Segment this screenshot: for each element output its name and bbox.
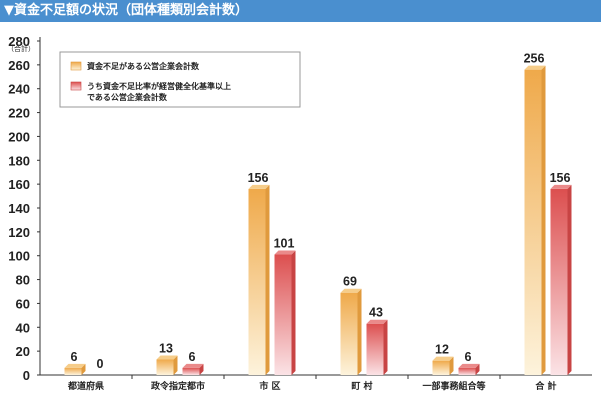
y-tick-label: 180: [8, 153, 30, 168]
x-tick-label: 一部事務組合等: [422, 380, 485, 392]
bar-front: [156, 359, 174, 375]
y-tick-label: 240: [8, 82, 30, 97]
y-tick-label: 160: [8, 177, 30, 192]
bar: [458, 363, 480, 375]
bar-side: [81, 363, 86, 375]
x-tick-label: 政令指定都市: [151, 380, 205, 392]
data-label: 6: [465, 350, 472, 364]
bar-side: [541, 65, 546, 375]
bar: [64, 363, 86, 375]
y-tick-label: 200: [8, 129, 30, 144]
bar-side: [567, 184, 572, 375]
data-label: 256: [524, 52, 545, 66]
bar-top: [248, 184, 270, 189]
bar-top: [366, 319, 388, 324]
y-tick-label: 260: [8, 58, 30, 73]
bar-side: [265, 184, 270, 375]
legend-swatch: [70, 61, 82, 71]
legend-label: である公営企業会計数: [87, 92, 168, 102]
data-label: 156: [550, 171, 571, 185]
legend-swatch: [70, 81, 82, 91]
bar-front: [366, 323, 384, 375]
y-tick-label: 220: [8, 106, 30, 121]
y-tick-label: 100: [8, 249, 30, 264]
y-tick-label: 40: [16, 320, 30, 335]
bar-top: [182, 363, 204, 368]
bar-top: [340, 288, 362, 293]
data-label: 43: [369, 306, 383, 320]
bar-top: [64, 363, 86, 368]
bar-top: [274, 250, 296, 255]
bar: [182, 363, 204, 375]
x-tick-label: 合 計: [535, 380, 556, 392]
bar: [366, 319, 388, 375]
bar-side: [199, 363, 204, 375]
bar: [274, 250, 296, 375]
y-tick-label: 140: [8, 201, 30, 216]
bar-front: [182, 367, 200, 375]
bar: [340, 288, 362, 375]
bar-front: [458, 367, 476, 375]
data-label: 156: [248, 171, 269, 185]
y-tick-label: 120: [8, 225, 30, 240]
bar-top: [432, 356, 454, 361]
title-bar: ▼資金不足額の状況（団体種類別会計数）: [0, 0, 601, 22]
bar-side: [291, 250, 296, 375]
data-label: 69: [343, 275, 357, 289]
bar-top: [550, 184, 572, 189]
x-tick-label: 都道府県: [67, 380, 104, 392]
y-tick-label: 80: [16, 273, 30, 288]
data-label: 13: [159, 341, 173, 355]
data-label: 6: [71, 350, 78, 364]
legend-label: うち資金不足比率が経営健全化基準以上: [87, 81, 231, 91]
bar: [248, 184, 270, 375]
bar: [432, 356, 454, 375]
bar-top: [524, 65, 546, 70]
bar-side: [173, 355, 178, 375]
bar-side: [475, 363, 480, 375]
data-label: 6: [189, 350, 196, 364]
bar-side: [357, 288, 362, 375]
bar-front: [432, 360, 450, 375]
bar-top: [156, 355, 178, 360]
data-label: 12: [435, 343, 449, 357]
bar: [550, 184, 572, 375]
chart-title: ▼資金不足額の状況（団体種類別会計数）: [4, 3, 248, 18]
data-label: 0: [97, 357, 104, 371]
legend-label: 資金不足がある公営企業会計数: [87, 61, 200, 71]
y-tick-label: 60: [16, 296, 30, 311]
y-axis-label: （合計）: [7, 44, 35, 53]
bar-front: [550, 188, 568, 375]
y-tick-label: 20: [16, 344, 30, 359]
bar-side: [449, 356, 454, 375]
x-tick-label: 市 区: [259, 380, 280, 392]
bar-side: [383, 319, 388, 375]
bar: [524, 65, 546, 375]
x-tick-label: 町 村: [351, 380, 372, 392]
y-tick-label: 280: [8, 34, 30, 49]
bar-front: [274, 254, 292, 375]
bar-front: [248, 188, 266, 375]
y-tick-label: 0: [23, 368, 30, 383]
bar: [156, 355, 178, 375]
bar-front: [340, 292, 358, 375]
data-label: 101: [274, 237, 295, 251]
bar-front: [64, 367, 82, 375]
legend-box: [59, 51, 301, 108]
bar-top: [458, 363, 480, 368]
bar-front: [524, 69, 542, 375]
